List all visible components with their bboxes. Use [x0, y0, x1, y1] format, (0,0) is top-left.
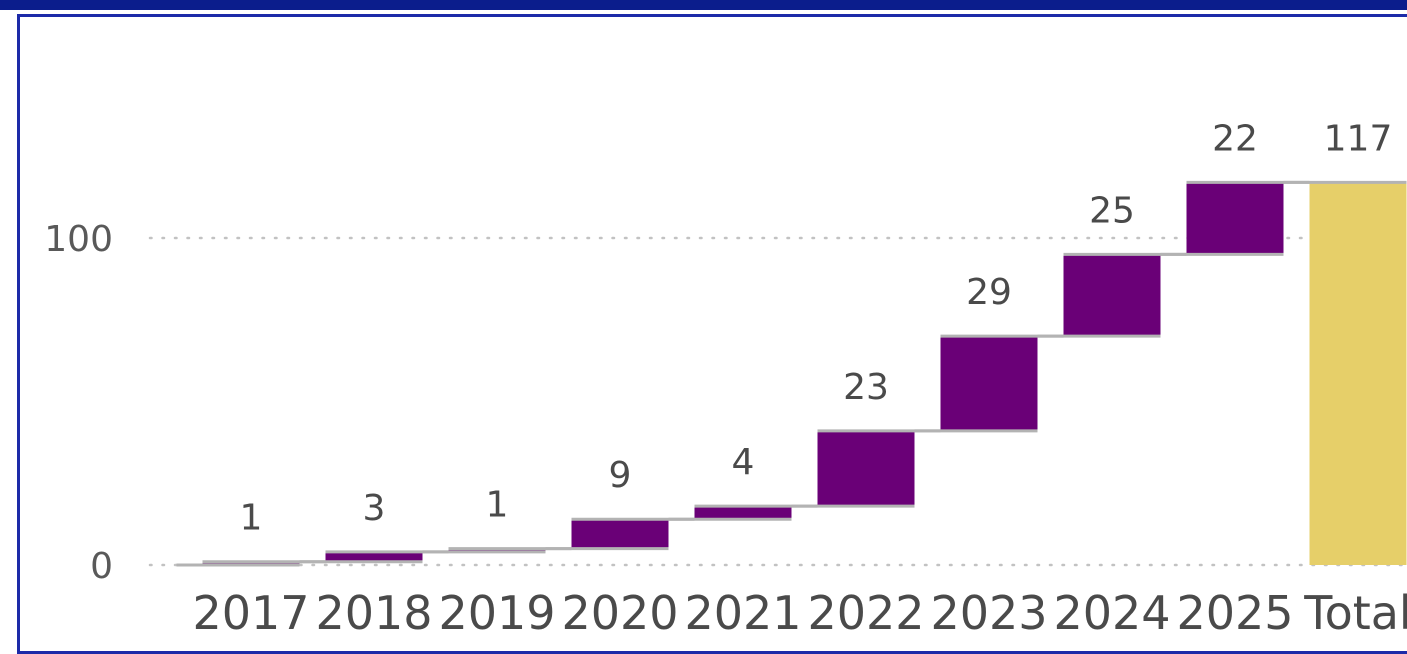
data-label: 3 [363, 488, 386, 529]
chart-panel [17, 14, 1407, 654]
connectors [176, 180, 1407, 567]
increase-bar [202, 561, 300, 565]
data-label: 117 [1324, 118, 1393, 159]
data-label: 22 [1212, 118, 1258, 159]
increase-bar [817, 430, 915, 507]
y-axis-ticks: 0 100 [44, 219, 113, 587]
x-tick-label: Total [1303, 586, 1407, 636]
increase-bar [325, 551, 423, 562]
data-labels: 1 3 1 9 4 23 29 25 22 117 [240, 118, 1393, 538]
header-bar [0, 0, 1407, 10]
x-tick-label: 2021 [684, 586, 801, 636]
x-tick-label: 2022 [807, 586, 924, 636]
y-tick-label: 100 [44, 219, 113, 260]
data-label: 23 [843, 367, 889, 408]
data-label: 4 [732, 442, 755, 483]
x-tick-label: 2024 [1053, 586, 1170, 636]
x-tick-label: 2025 [1176, 586, 1293, 636]
x-tick-label: 2018 [315, 586, 432, 636]
x-tick-label: 2017 [192, 586, 309, 636]
data-label: 25 [1089, 190, 1135, 231]
increase-bar [448, 548, 546, 552]
increase-bar [940, 336, 1038, 431]
increase-bar [694, 506, 792, 520]
increase-bar [571, 519, 669, 549]
data-label: 1 [240, 498, 263, 539]
data-label: 1 [486, 485, 509, 526]
increase-bar [1186, 182, 1284, 255]
data-label: 29 [966, 272, 1012, 313]
x-tick-label: 2023 [930, 586, 1047, 636]
y-tick-label: 0 [90, 546, 113, 587]
bars [202, 182, 1407, 565]
x-tick-label: 2020 [561, 586, 678, 636]
increase-bar [1063, 254, 1161, 337]
total-bar [1309, 182, 1407, 565]
x-tick-label: 2019 [438, 586, 555, 636]
x-axis-labels: 2017 2018 2019 2020 2021 2022 2023 2024 2025 Tota… [192, 586, 1407, 636]
data-label: 9 [609, 455, 632, 496]
